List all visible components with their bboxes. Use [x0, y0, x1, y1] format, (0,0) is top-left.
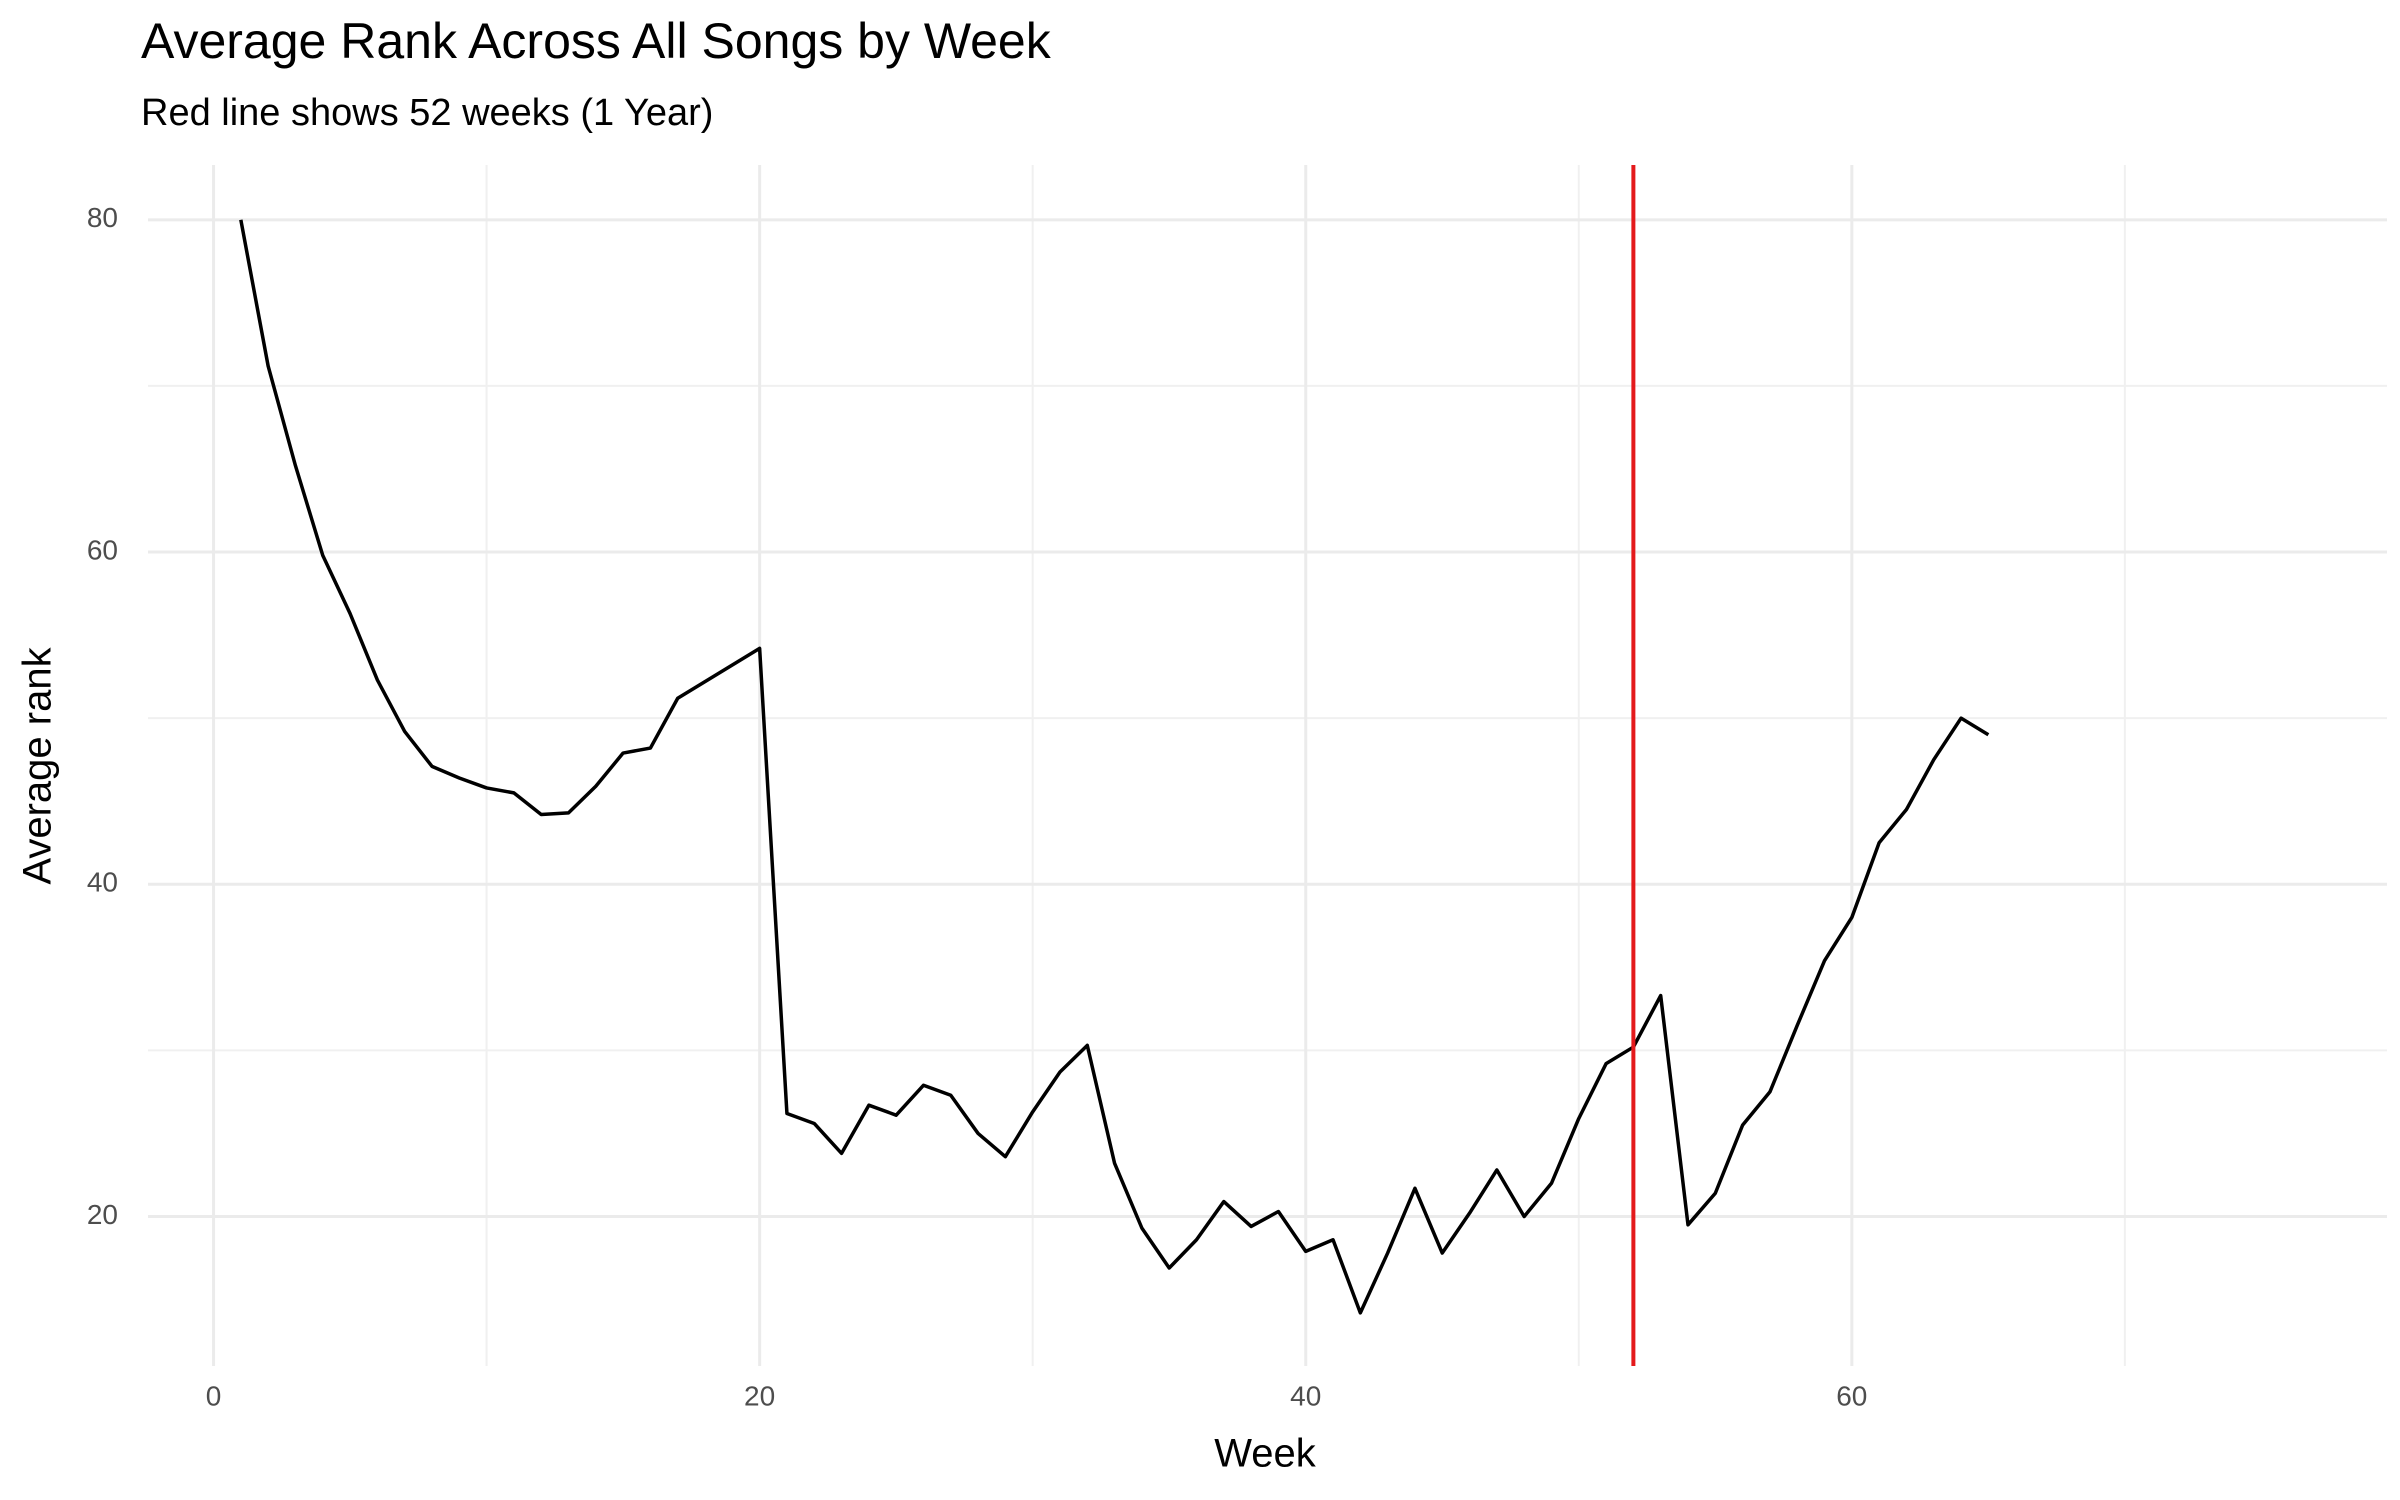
data-line: [239, 219, 1990, 1315]
x-tick-label: 60: [1836, 1380, 1867, 1411]
y-tick-label: 80: [87, 202, 118, 233]
chart-title: Average Rank Across All Songs by Week: [141, 13, 1052, 69]
x-axis-title: Week: [1214, 1432, 1317, 1476]
x-tick-label: 0: [206, 1380, 222, 1411]
y-axis-title: Average rank: [16, 646, 60, 884]
y-tick-label: 40: [87, 867, 118, 898]
chart-subtitle: Red line shows 52 weeks (1 Year): [141, 92, 713, 134]
x-tick-label: 40: [1290, 1380, 1321, 1411]
x-tick-label: 20: [744, 1380, 775, 1411]
y-tick-label: 60: [87, 534, 118, 565]
y-tick-label: 20: [87, 1199, 118, 1230]
